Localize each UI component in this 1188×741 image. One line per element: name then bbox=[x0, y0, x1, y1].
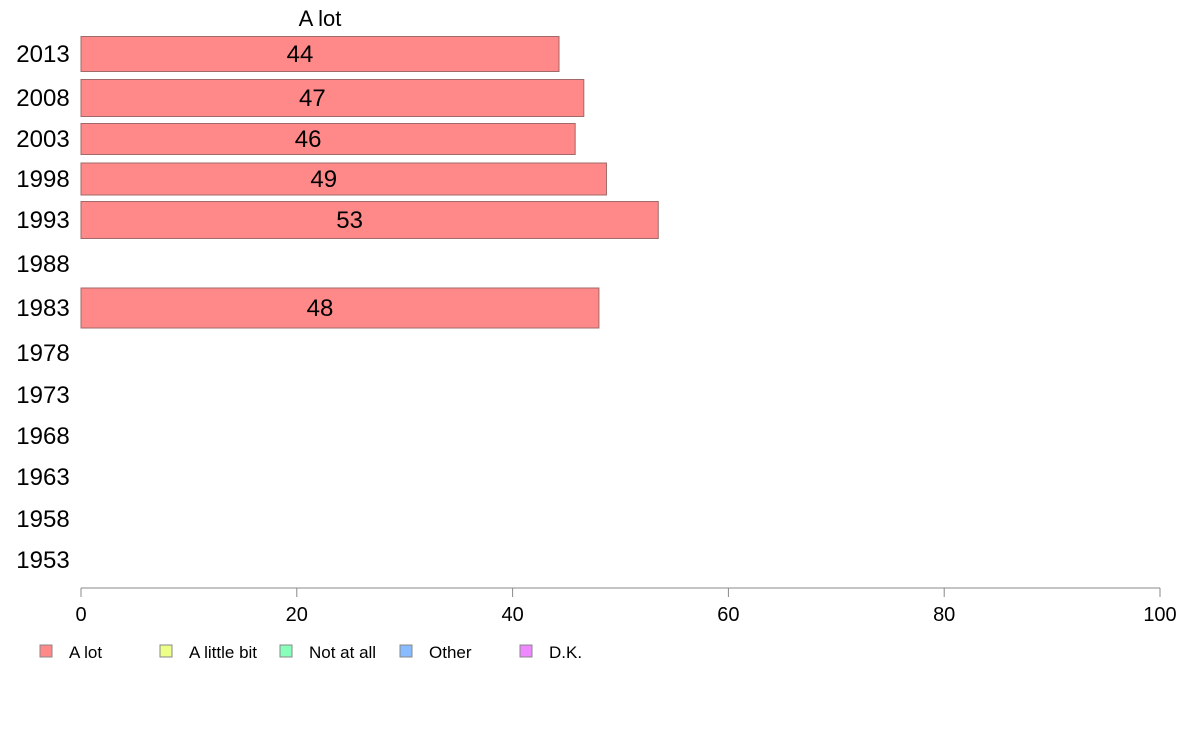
legend-swatch bbox=[159, 644, 173, 658]
legend-label: Not at all bbox=[309, 643, 376, 662]
bar bbox=[80, 287, 600, 329]
x-tick-label: 40 bbox=[501, 604, 523, 626]
bar bbox=[80, 201, 659, 239]
legend-swatch bbox=[399, 644, 413, 658]
data-label: 53 bbox=[336, 207, 363, 234]
data-label: 49 bbox=[310, 166, 337, 193]
bar bbox=[80, 162, 607, 196]
legend-swatch bbox=[279, 644, 293, 658]
category-label: 1988 bbox=[16, 251, 69, 278]
category-label: 1993 bbox=[16, 207, 69, 234]
legend-label: A lot bbox=[69, 643, 102, 662]
bar bbox=[80, 123, 576, 155]
legend-swatch bbox=[519, 644, 533, 658]
data-label: 47 bbox=[299, 85, 326, 112]
bar bbox=[80, 36, 560, 72]
category-label: 1958 bbox=[16, 506, 69, 533]
legend-label: A little bit bbox=[189, 643, 257, 662]
legend-label: Other bbox=[429, 643, 472, 662]
category-label: 2013 bbox=[16, 41, 69, 68]
legend-label: D.K. bbox=[549, 643, 582, 662]
data-label: 48 bbox=[307, 295, 334, 322]
category-label: 1968 bbox=[16, 423, 69, 450]
category-label: 1983 bbox=[16, 295, 69, 322]
series-header: A lot bbox=[299, 6, 342, 31]
x-tick-label: 60 bbox=[717, 604, 739, 626]
legend-swatch bbox=[39, 644, 53, 658]
category-label: 1998 bbox=[16, 166, 69, 193]
category-label: 1973 bbox=[16, 382, 69, 409]
x-tick-label: 100 bbox=[1143, 604, 1176, 626]
data-label: 46 bbox=[295, 126, 322, 153]
x-tick-label: 20 bbox=[286, 604, 308, 626]
category-label: 1978 bbox=[16, 340, 69, 367]
data-label: 44 bbox=[287, 41, 314, 68]
category-label: 2003 bbox=[16, 126, 69, 153]
category-label: 1963 bbox=[16, 464, 69, 491]
x-tick-label: 80 bbox=[933, 604, 955, 626]
x-tick-label: 0 bbox=[75, 604, 86, 626]
category-label: 2008 bbox=[16, 85, 69, 112]
category-label: 1953 bbox=[16, 547, 69, 574]
bar bbox=[80, 79, 585, 117]
